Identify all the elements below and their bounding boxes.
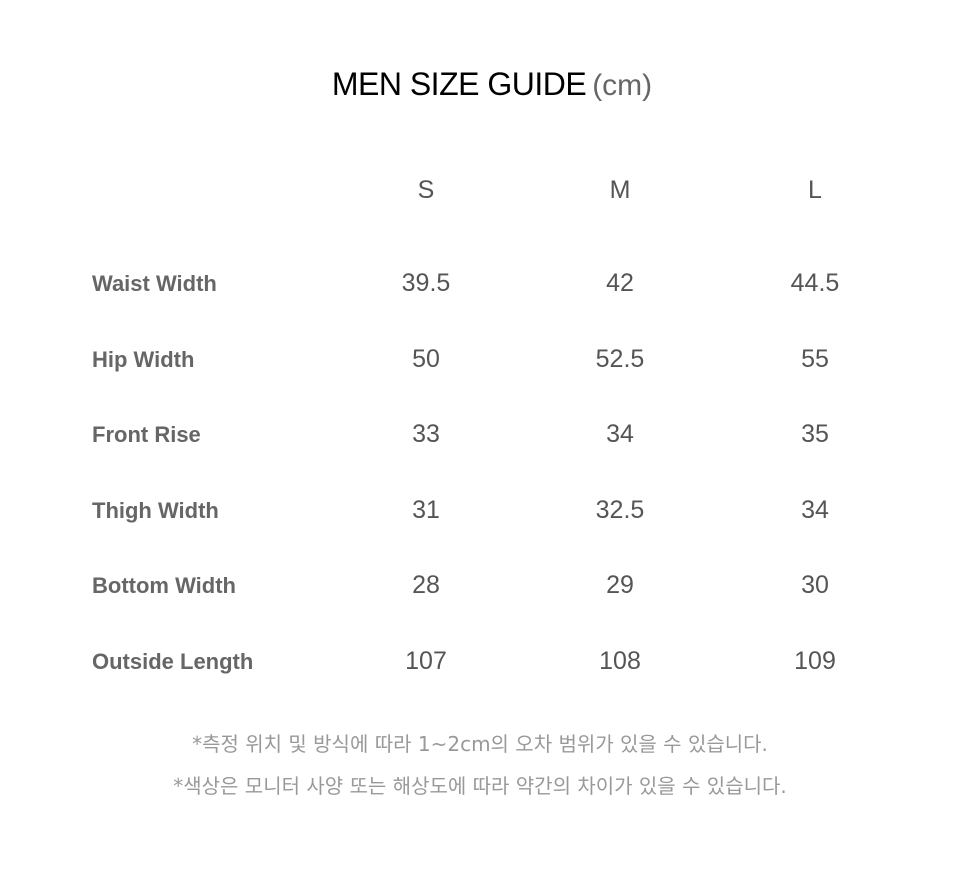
row-label: Waist Width: [92, 271, 217, 296]
cell-value: 107: [405, 647, 447, 675]
cell-value: 34: [606, 420, 634, 449]
size-header-m: M: [609, 176, 631, 204]
cell-value: 28: [412, 571, 440, 600]
row-label: Front Rise: [92, 422, 201, 448]
size-header-l: L: [808, 176, 822, 204]
size-header-s: S: [417, 176, 435, 204]
page-title: MEN SIZE GUIDE (cm): [0, 66, 960, 103]
cell-value: 50: [412, 344, 440, 373]
row-label: Thigh Width: [92, 497, 219, 523]
cell-value: 55: [801, 344, 829, 373]
cell-value: 42: [606, 269, 634, 297]
cell-value: 34: [801, 495, 829, 524]
cell-value: 108: [599, 647, 641, 675]
title-unit: (cm): [592, 69, 653, 102]
cell-value: 109: [794, 647, 836, 675]
cell-value: 39.5: [401, 269, 451, 297]
cell-value: 31: [412, 495, 440, 524]
cell-value: 33: [412, 420, 440, 449]
cell-value: 30: [801, 571, 829, 600]
note-color: *색상은 모니터 사양 또는 해상도에 따라 약간의 차이가 있을 수 있습니다…: [173, 774, 787, 798]
cell-value: 52.5: [595, 344, 645, 373]
cell-value: 44.5: [790, 269, 840, 297]
cell-value: 29: [606, 571, 634, 600]
row-label: Hip Width: [92, 346, 195, 372]
cell-value: 35: [801, 420, 829, 449]
row-label: Bottom Width: [92, 573, 236, 599]
title-main: MEN SIZE GUIDE: [331, 66, 587, 102]
note-measurement: *측정 위치 및 방식에 따라 1~2cm의 오차 범위가 있을 수 있습니다.: [192, 732, 768, 756]
row-label: Outside Length: [92, 649, 254, 674]
cell-value: 32.5: [595, 495, 645, 524]
